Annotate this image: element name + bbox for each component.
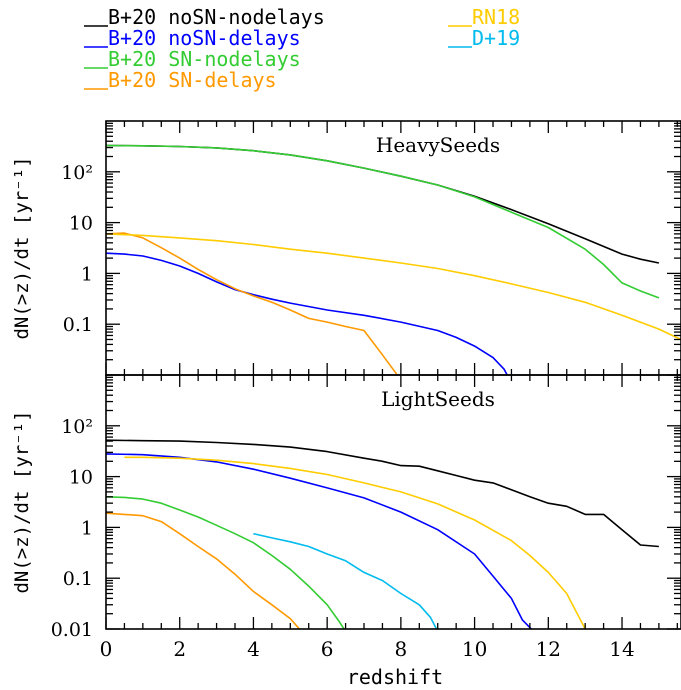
series-line-b-20-nosn-nodelays [106,144,660,264]
x-tick-label: 10 [462,637,487,661]
x-axis-label: redshift [347,665,443,689]
plot-frame [105,374,681,630]
series-line-b-20-sn-nodelays [106,496,346,629]
series-line-rn18 [124,456,586,629]
y-tick-label: 10 [69,467,93,489]
series-line-d-19 [253,532,438,629]
x-tick-label: 14 [609,637,634,661]
y-tick-label: 10 [69,213,93,235]
x-tick-label: 6 [321,637,334,661]
legend-label: D+19 [472,26,520,50]
x-tick-label: 12 [536,637,561,661]
y-tick-label: 10² [61,416,93,438]
series-line-rn18 [106,233,681,341]
panel-heavy-seeds: 0.1 1 10 10² HeavySeeds [61,120,681,376]
x-tick-label: 0 [100,637,113,661]
y-tick-label: 1 [81,263,93,285]
legend-label: B+20 SN-nodelays [108,47,301,71]
x-tick-label: 8 [395,637,408,661]
panel-label: LightSeeds [381,387,495,411]
series-line-b-20-nosn-delays [106,453,533,629]
y-tick-label: 0.1 [63,568,93,590]
y-tick-label: 10² [61,162,93,184]
series-line-b-20-sn-nodelays [106,144,660,299]
legend-label: RN18 [472,5,520,29]
x-tick-label: 4 [247,637,260,661]
y-tick-label: 1 [81,517,93,539]
series-line-b-20-sn-delays [106,232,399,375]
legend-label: B+20 noSN-delays [108,26,301,50]
panel-light-seeds: 0.01 0.1 1 10 10² LightSeeds 0 2 4 6 8 10 12 14 [51,374,681,661]
y-tick-label: 0.01 [51,619,93,641]
y-axis-label-top: dN(>z)/dt [yr⁻¹] [11,156,33,339]
legend-label: B+20 SN-delays [108,68,277,92]
legend-label: B+20 noSN-nodelays [108,5,325,29]
series-line-b-20-nosn-nodelays [106,439,659,548]
x-tick-label: 2 [173,637,186,661]
plot-frame [105,120,681,376]
y-tick-label: 0.1 [63,314,93,336]
series-line-b-20-nosn-delays [106,252,509,375]
series-line-b-20-sn-delays [106,512,301,629]
y-axis-label-bottom: dN(>z)/dt [yr⁻¹] [11,410,33,593]
panel-label: HeavySeeds [376,133,500,157]
